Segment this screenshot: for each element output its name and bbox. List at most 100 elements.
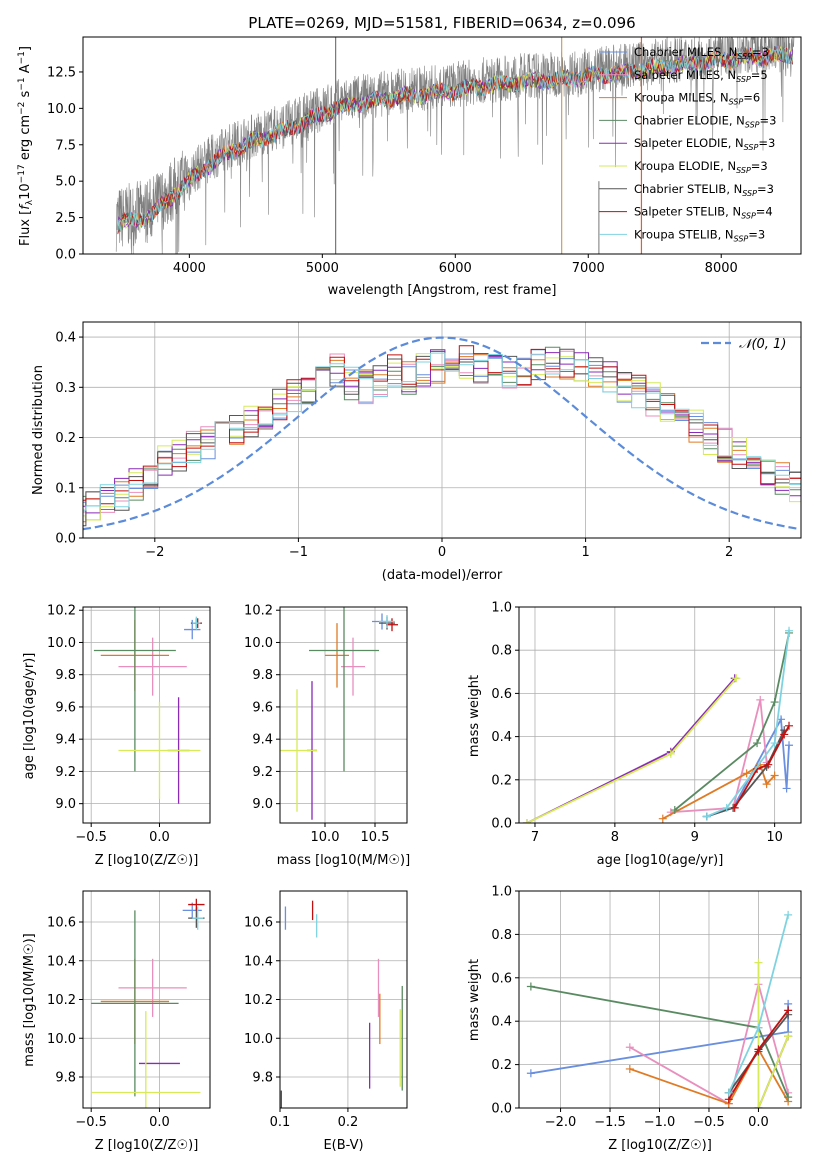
legend-sub: SSP bbox=[729, 98, 744, 107]
x-tick-label: 0.0 bbox=[149, 830, 170, 845]
data-point-marker bbox=[732, 674, 741, 683]
label-part: −1 bbox=[17, 77, 27, 90]
legend-eq: =4 bbox=[756, 205, 773, 219]
x-tick-label: 6000 bbox=[439, 261, 472, 276]
data-point-marker bbox=[625, 1043, 634, 1052]
legend-sub: SSP bbox=[745, 120, 760, 129]
y-axis-label: age [log10(age/yr)] bbox=[22, 653, 37, 780]
y-tick-label: 0.0 bbox=[491, 817, 512, 832]
label-part: λ bbox=[25, 199, 35, 205]
y-tick-label: 0.8 bbox=[491, 928, 512, 943]
legend-eq: =3 bbox=[748, 227, 765, 241]
y-tick-label: 0.3 bbox=[55, 381, 76, 396]
legend-sub: SSP bbox=[736, 166, 751, 175]
mass-weight-line bbox=[706, 630, 790, 818]
legend-label: Kroupa STELIB, NSSP=3 bbox=[634, 227, 765, 243]
plot-area bbox=[522, 626, 794, 823]
data-point-marker bbox=[666, 749, 675, 758]
data-point-marker bbox=[730, 803, 739, 812]
x-axis-label: Z [log10(Z/Z☉)] bbox=[608, 1138, 712, 1153]
plot-area bbox=[83, 336, 801, 531]
legend-text: Kroupa MILES, N bbox=[634, 91, 729, 105]
data-point-marker bbox=[753, 739, 762, 748]
legend-text: Kroupa STELIB, N bbox=[634, 227, 734, 241]
x-tick-label: 5000 bbox=[306, 261, 339, 276]
legend-eq: =3 bbox=[752, 45, 769, 59]
x-tick-label: 0.0 bbox=[748, 1115, 769, 1130]
y-tick-label: 0.6 bbox=[491, 971, 512, 986]
mass-weight-line bbox=[670, 699, 768, 814]
data-point-marker bbox=[742, 769, 751, 778]
plot-area bbox=[91, 898, 205, 1108]
x-axis-label: E(B-V) bbox=[323, 1138, 363, 1153]
legend-eq: =5 bbox=[751, 68, 768, 82]
mass-weight-line bbox=[674, 632, 790, 811]
residuals-x-label: (data-model)/error bbox=[382, 568, 503, 583]
mass-weight-line bbox=[706, 729, 786, 818]
data-point-marker bbox=[785, 741, 794, 750]
mass-weight-line bbox=[757, 962, 789, 1108]
data-point-marker bbox=[722, 803, 731, 812]
y-tick-label: 10.0 bbox=[47, 636, 76, 651]
y-tick-label: 9.8 bbox=[252, 1071, 273, 1086]
y-tick-label: 0.1 bbox=[55, 481, 76, 496]
data-point-marker bbox=[526, 1069, 535, 1078]
data-point-marker bbox=[754, 1023, 763, 1032]
data-point-marker bbox=[754, 1045, 763, 1054]
y-tick-label: 10.6 bbox=[244, 916, 273, 931]
data-point-marker bbox=[658, 814, 667, 823]
legend-sub: SSP bbox=[736, 75, 751, 84]
spectrum-y-label: Flux [fλ10−17 erg cm−2 s−1 A−1] bbox=[17, 46, 35, 246]
x-tick-label: 9 bbox=[691, 830, 699, 845]
data-point-marker bbox=[625, 1064, 634, 1073]
x-tick-label: 8000 bbox=[705, 261, 738, 276]
label-part: f bbox=[18, 203, 33, 210]
y-tick-label: 10.6 bbox=[47, 916, 76, 931]
x-tick-label: −2 bbox=[145, 545, 164, 560]
label-part: ] bbox=[18, 46, 33, 51]
y-tick-label: 10.2 bbox=[244, 604, 273, 619]
data-point-marker bbox=[770, 698, 779, 707]
legend-eq: =3 bbox=[758, 136, 775, 150]
x-tick-label: −1.5 bbox=[594, 1115, 626, 1130]
data-point-marker bbox=[784, 910, 793, 919]
label-part: erg cm bbox=[18, 115, 33, 164]
y-tick-label: 0.0 bbox=[55, 532, 76, 547]
plot-area bbox=[526, 910, 793, 1108]
massweight-vs-z-panel: −2.0 −1.5 −1.0 −0.5 0.0 0.0 0.2 0.4 0.6 0.8 1.0 Z [… bbox=[467, 885, 802, 1153]
data-point-marker bbox=[670, 806, 679, 815]
x-tick-label: −0.5 bbox=[75, 1115, 107, 1130]
legend-text: Salpeter MILES, N bbox=[634, 68, 736, 82]
legend-text: Salpeter ELODIE, N bbox=[634, 136, 744, 150]
axes-frame bbox=[279, 606, 408, 824]
y-tick-label: 10.2 bbox=[47, 604, 76, 619]
data-point-marker bbox=[762, 780, 771, 789]
x-axis-label: age [log10(age/yr)] bbox=[597, 853, 724, 868]
y-tick-label: 9.2 bbox=[252, 765, 273, 780]
legend-label: Chabrier STELIB, NSSP=3 bbox=[634, 182, 774, 198]
data-point-marker bbox=[785, 721, 794, 730]
label-part: A bbox=[18, 64, 33, 77]
label-part: s bbox=[18, 90, 33, 101]
x-tick-label: 10.0 bbox=[311, 830, 340, 845]
x-tick-label: 8 bbox=[611, 830, 619, 845]
axes-frame bbox=[82, 606, 211, 824]
y-axis-label: mass weight bbox=[467, 959, 482, 1041]
x-axis-label: mass [log10(M/M☉)] bbox=[277, 853, 410, 868]
y-tick-label: 9.4 bbox=[252, 733, 273, 748]
data-point-marker bbox=[702, 812, 711, 821]
age-vs-z-panel: −0.5 0.0 9.0 9.2 9.4 9.6 9.8 10.0 10.2 Z [log10(Z… bbox=[22, 604, 211, 868]
mass-weight-line bbox=[526, 677, 736, 823]
y-tick-label: 2.5 bbox=[55, 211, 76, 226]
spectrum-title: PLATE=0269, MJD=51581, FIBERID=0634, z=0… bbox=[248, 14, 635, 32]
y-tick-label: 0.0 bbox=[55, 248, 76, 263]
data-point-marker bbox=[770, 739, 779, 748]
legend-sub: SSP bbox=[742, 189, 757, 198]
mass-vs-ebv-panel: 0.1 0.2 9.8 10.0 10.2 10.4 10.6 E(B-V) bbox=[244, 890, 408, 1153]
axes-frame bbox=[82, 36, 802, 255]
y-tick-label: 1.0 bbox=[491, 885, 512, 900]
label-part: −1 bbox=[17, 51, 27, 64]
legend-text: Chabrier MILES, N bbox=[634, 45, 737, 59]
x-tick-label: 0 bbox=[438, 545, 446, 560]
